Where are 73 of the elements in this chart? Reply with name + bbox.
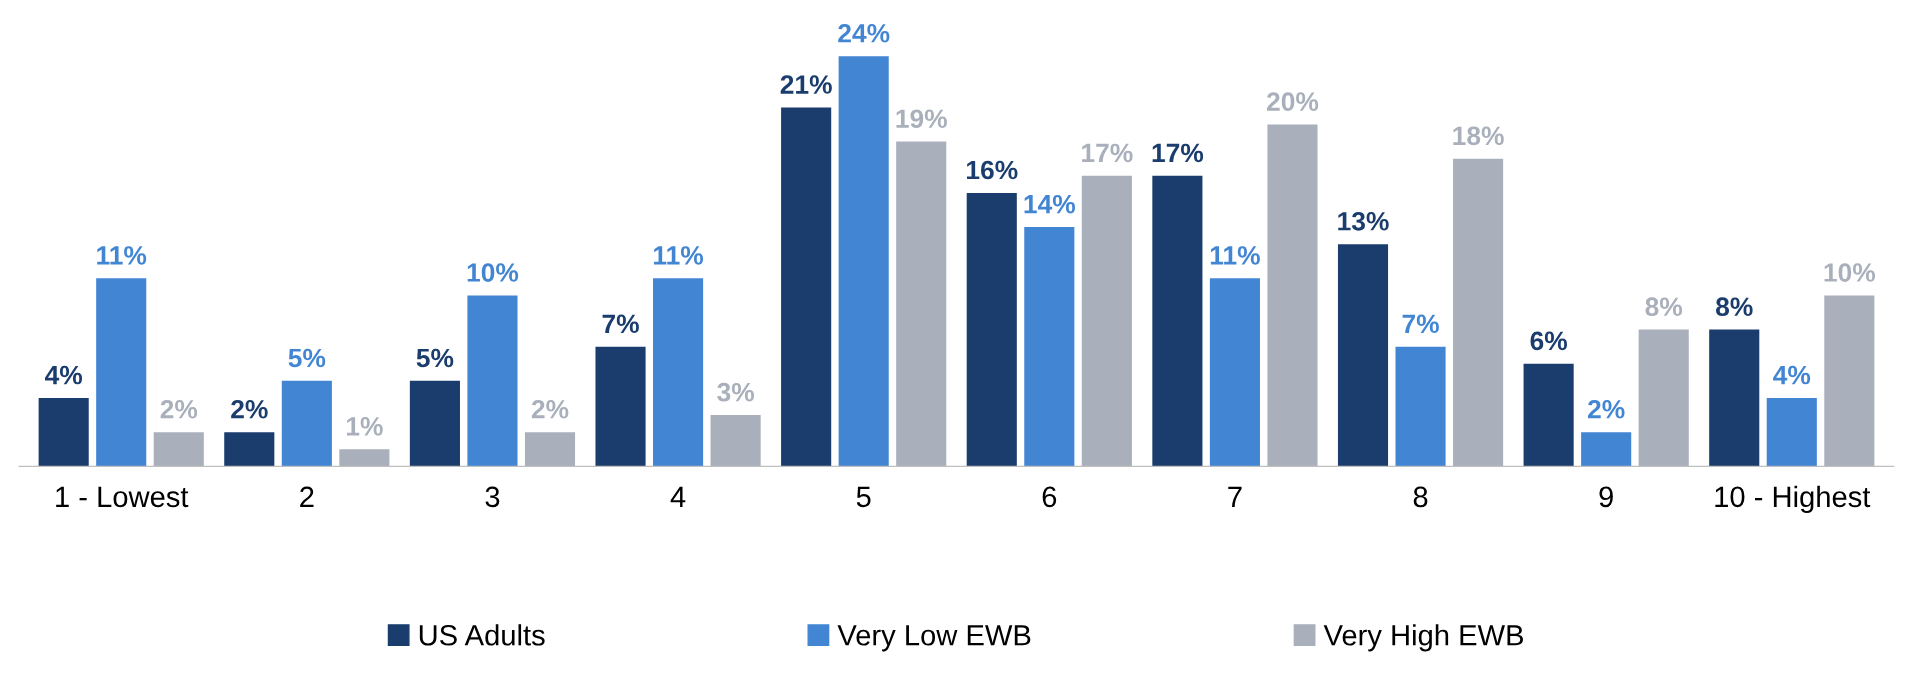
bar [1267, 124, 1318, 467]
data-label: 10% [1824, 263, 1876, 282]
bar [1709, 329, 1760, 467]
data-label: 8% [1645, 297, 1683, 317]
data-label: 5% [288, 348, 326, 368]
data-label: 8% [1716, 297, 1753, 317]
bar [281, 380, 332, 467]
x-tick-label: 8 [1413, 486, 1428, 508]
data-label: 16% [967, 160, 1018, 180]
bar [409, 380, 460, 467]
bar [224, 432, 275, 467]
bar [1337, 244, 1389, 467]
data-label: 18% [1453, 126, 1504, 146]
x-tick-label: 4 [670, 486, 686, 507]
data-label: 4% [45, 365, 83, 385]
bar [966, 192, 1017, 467]
data-label: 2% [531, 399, 569, 419]
data-label: 11% [654, 246, 704, 265]
data-label: 5% [416, 348, 454, 368]
data-label: 19% [896, 109, 947, 129]
bar [838, 56, 889, 467]
data-label: 24% [838, 23, 890, 43]
data-label: 11% [1210, 246, 1260, 265]
bar [153, 432, 204, 467]
bar [1523, 363, 1574, 467]
legend-label: US Adults [419, 624, 545, 646]
bar [38, 397, 89, 467]
bar [339, 449, 390, 467]
bar [1395, 346, 1446, 467]
bar [1024, 227, 1075, 467]
bar [1152, 175, 1203, 467]
bar [1453, 158, 1504, 467]
data-label: 20% [1266, 92, 1319, 111]
bar [1766, 397, 1817, 467]
x-tick-label: 3 [485, 486, 500, 508]
bar [1581, 432, 1632, 467]
data-label: 11% [97, 246, 147, 265]
data-label: 7% [602, 314, 639, 334]
x-tick-label: 1 - Lowest [56, 486, 189, 508]
x-tick-label: 7 [1228, 486, 1242, 507]
data-label: 2% [1588, 399, 1625, 419]
data-label: 2% [160, 399, 198, 419]
data-label: 14% [1024, 194, 1076, 214]
bar [595, 346, 646, 467]
data-label: 13% [1338, 211, 1389, 231]
bar [467, 295, 518, 467]
x-tick-label: 6 [1042, 486, 1057, 508]
data-label: 3% [717, 382, 754, 402]
legend-label: Very Low EWB [837, 625, 1031, 652]
bar [1824, 295, 1875, 467]
bar [710, 415, 761, 467]
bar [653, 278, 704, 467]
x-tick-label: 9 [1599, 486, 1613, 508]
x-tick-label: 10 - Highest [1715, 485, 1871, 513]
data-label: 2% [231, 399, 268, 419]
bar [96, 278, 147, 467]
data-label: 4% [1773, 365, 1811, 385]
bar [896, 141, 947, 467]
bar [1209, 278, 1260, 467]
legend-label: Very High EWB [1323, 624, 1524, 652]
data-label: 10% [467, 263, 519, 282]
bar [1638, 329, 1689, 467]
data-label: 21% [780, 75, 832, 94]
data-label: 17% [1082, 143, 1133, 163]
data-label: 1% [346, 417, 383, 436]
data-label: 7% [1402, 314, 1439, 334]
data-label: 6% [1530, 331, 1567, 351]
x-tick-label: 2 [300, 486, 314, 507]
data-label: 17% [1152, 143, 1204, 163]
bar [781, 107, 832, 467]
x-tick-label: 5 [856, 486, 871, 508]
bar [1081, 175, 1132, 467]
bar [524, 432, 576, 467]
